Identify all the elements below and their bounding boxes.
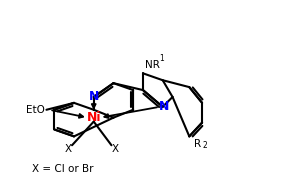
- Text: X: X: [112, 144, 119, 154]
- Text: N: N: [158, 100, 169, 113]
- Text: N: N: [89, 91, 99, 103]
- Text: Ni: Ni: [86, 111, 101, 124]
- Text: R: R: [194, 139, 201, 149]
- Text: X: X: [64, 144, 72, 154]
- Text: NR: NR: [145, 60, 160, 70]
- Text: X = Cl or Br: X = Cl or Br: [32, 164, 93, 174]
- Text: 1: 1: [159, 54, 164, 64]
- Text: 2: 2: [202, 141, 207, 150]
- Text: EtO: EtO: [26, 105, 45, 115]
